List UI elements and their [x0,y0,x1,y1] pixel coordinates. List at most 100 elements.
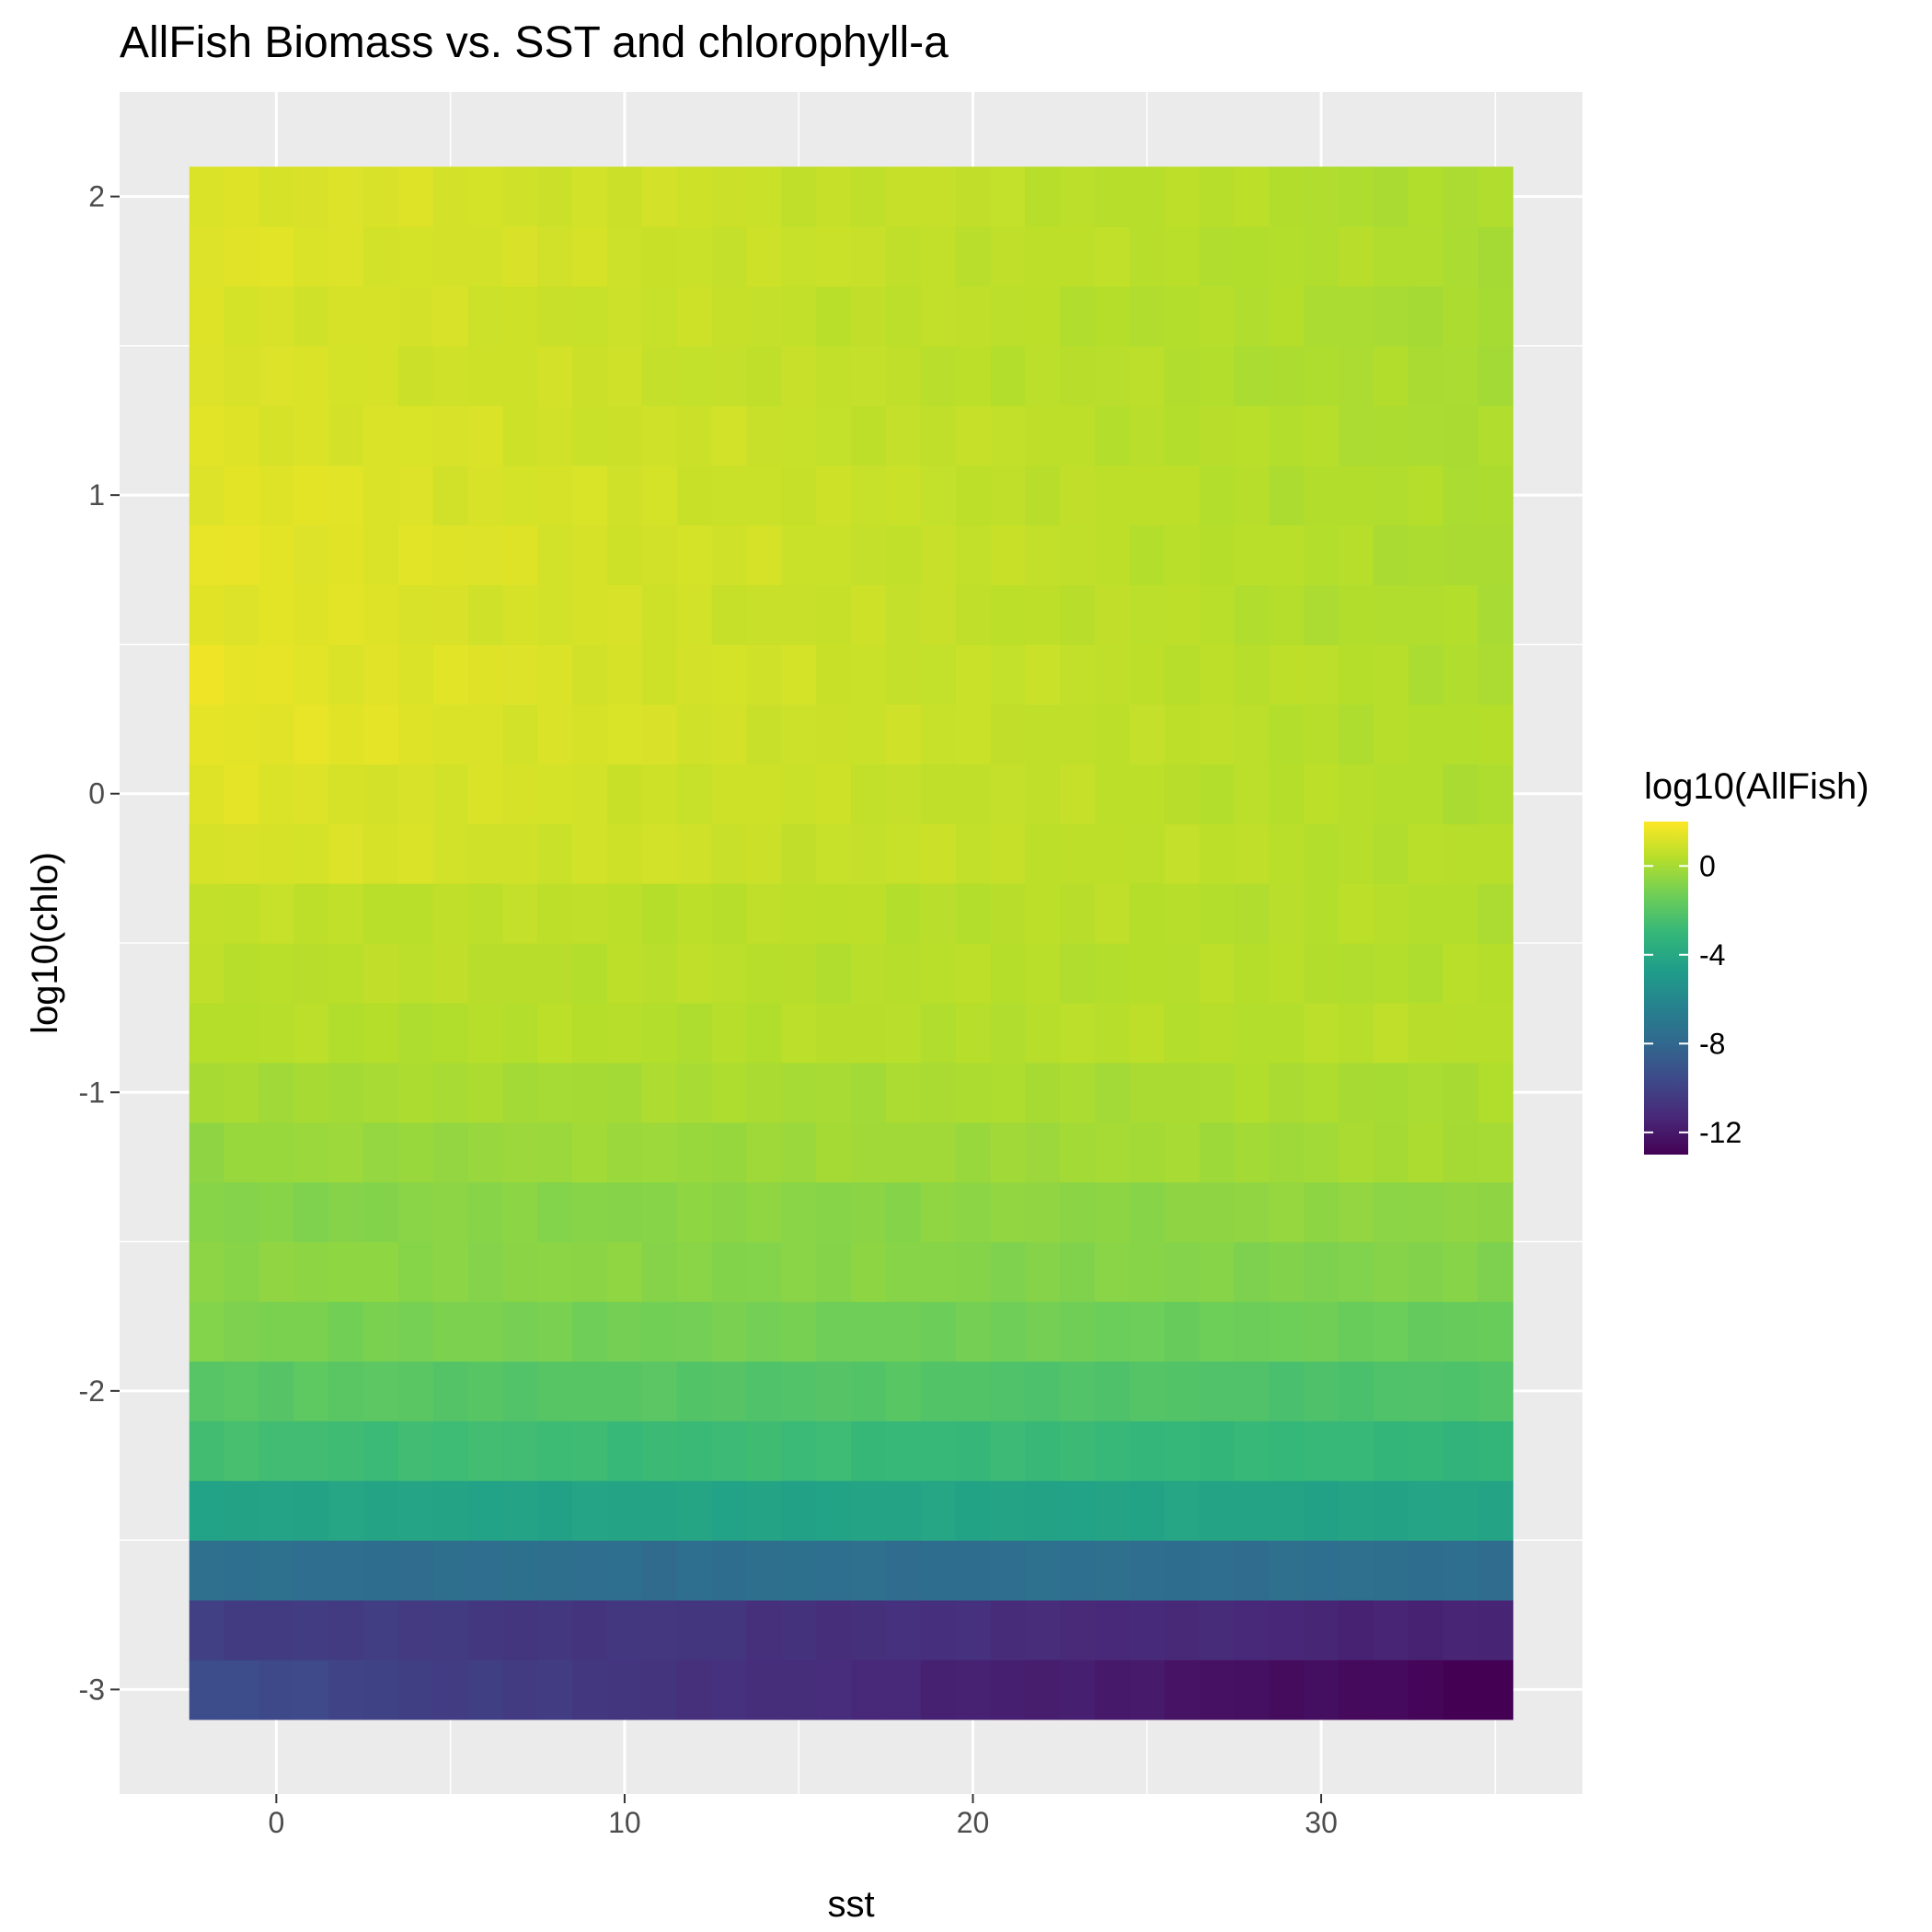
heatmap-tile [676,1002,713,1064]
heatmap-tile [293,1062,329,1123]
heatmap-tile [502,285,538,347]
heatmap-tile [920,524,957,586]
heatmap-tile [1408,823,1444,884]
heatmap-tile [746,1181,782,1243]
legend-ticks: 0 -4 -8 -12 [1644,849,1742,1149]
heatmap-tile [711,1420,748,1481]
heatmap-tile [781,823,817,884]
heatmap-tile [1025,1659,1061,1720]
heatmap-tile [1408,1659,1444,1720]
heatmap-tile [955,1241,992,1303]
heatmap-tile [746,883,782,944]
heatmap-tile [1304,943,1340,1004]
heatmap-tile [607,1480,643,1541]
heatmap-tile [537,644,573,705]
heatmap-tile [467,1659,504,1720]
heatmap-tile [502,1420,538,1481]
heatmap-tile [1269,1062,1305,1123]
heatmap-tile [1234,1241,1270,1303]
heatmap-tile [885,1659,922,1720]
heatmap-tile [224,704,260,765]
heatmap-tile [397,465,434,526]
heatmap-tile [955,524,992,586]
heatmap-tile [1443,1002,1479,1064]
heatmap-tile [1373,1420,1409,1481]
heatmap-tile [572,1241,608,1303]
heatmap-tile [1478,405,1513,466]
heatmap-tile [467,1002,504,1064]
heatmap-tile [1199,1659,1236,1720]
x-tick-label: 10 [608,1806,641,1839]
heatmap-tile [1164,465,1201,526]
heatmap-tile [1478,584,1513,646]
heatmap-tile [293,405,329,466]
heatmap-tile [259,1600,294,1661]
heatmap-tile [502,1659,538,1720]
heatmap-tile [363,1301,399,1362]
heatmap-tile [746,167,782,227]
heatmap-tile [572,1002,608,1064]
heatmap-tile [1373,1361,1409,1421]
heatmap-tile [189,1062,225,1123]
heatmap-tile [607,226,643,287]
heatmap-tile [1199,1181,1236,1243]
heatmap-tile [1443,167,1479,227]
heatmap-tile [467,584,504,646]
heatmap-tile [920,1659,957,1720]
heatmap-tile [1408,1121,1444,1183]
x-tick-label: 30 [1305,1806,1338,1839]
heatmap-tile [189,1540,225,1601]
heatmap-tile [293,524,329,586]
heatmap-tile [189,644,225,705]
heatmap-tile [1164,285,1201,347]
heatmap-tile [224,644,260,705]
heatmap-tile [676,584,713,646]
heatmap-tile [1060,1181,1096,1243]
heatmap-tile [851,1301,887,1362]
heatmap-tile [1373,167,1409,227]
heatmap-tile [363,1600,399,1661]
heatmap-tile [224,1480,260,1541]
heatmap-tile [1164,823,1201,884]
heatmap-tile [259,1241,294,1303]
heatmap-tile [1373,524,1409,586]
heatmap-tile [746,943,782,1004]
heatmap-tile [746,1600,782,1661]
heatmap-tile [502,1480,538,1541]
heatmap-tile [537,1121,573,1183]
heatmap-tile [293,1361,329,1421]
heatmap-tile [224,1062,260,1123]
heatmap-tile [781,226,817,287]
heatmap-tile [1373,644,1409,705]
heatmap-tile [572,644,608,705]
heatmap-tile [1095,524,1131,586]
heatmap-tile [502,1540,538,1601]
heatmap-tile [1339,1062,1374,1123]
heatmap-tile [781,1181,817,1243]
heatmap-tile [885,883,922,944]
heatmap-tile [816,1241,852,1303]
heatmap-tile [397,823,434,884]
heatmap-tile [920,704,957,765]
heatmap-tile [851,644,887,705]
heatmap-tile [363,764,399,824]
heatmap-tile [1095,1480,1131,1541]
heatmap-tile [816,704,852,765]
heatmap-tile [781,1600,817,1661]
heatmap-tile [1234,1480,1270,1541]
heatmap-tile [1339,226,1374,287]
heatmap-tile [711,1181,748,1243]
heatmap-tile [397,1301,434,1362]
heatmap-tile [955,1540,992,1601]
heatmap-tile [641,1361,678,1421]
heatmap-tile [607,644,643,705]
heatmap-tile [397,1181,434,1243]
heatmap-tile [990,883,1026,944]
heatmap-tile [1060,1301,1096,1362]
heatmap-tile [224,943,260,1004]
heatmap-tile [1269,1600,1305,1661]
heatmap-tile [1234,226,1270,287]
heatmap-tile [781,584,817,646]
heatmap-tile [363,1062,399,1123]
